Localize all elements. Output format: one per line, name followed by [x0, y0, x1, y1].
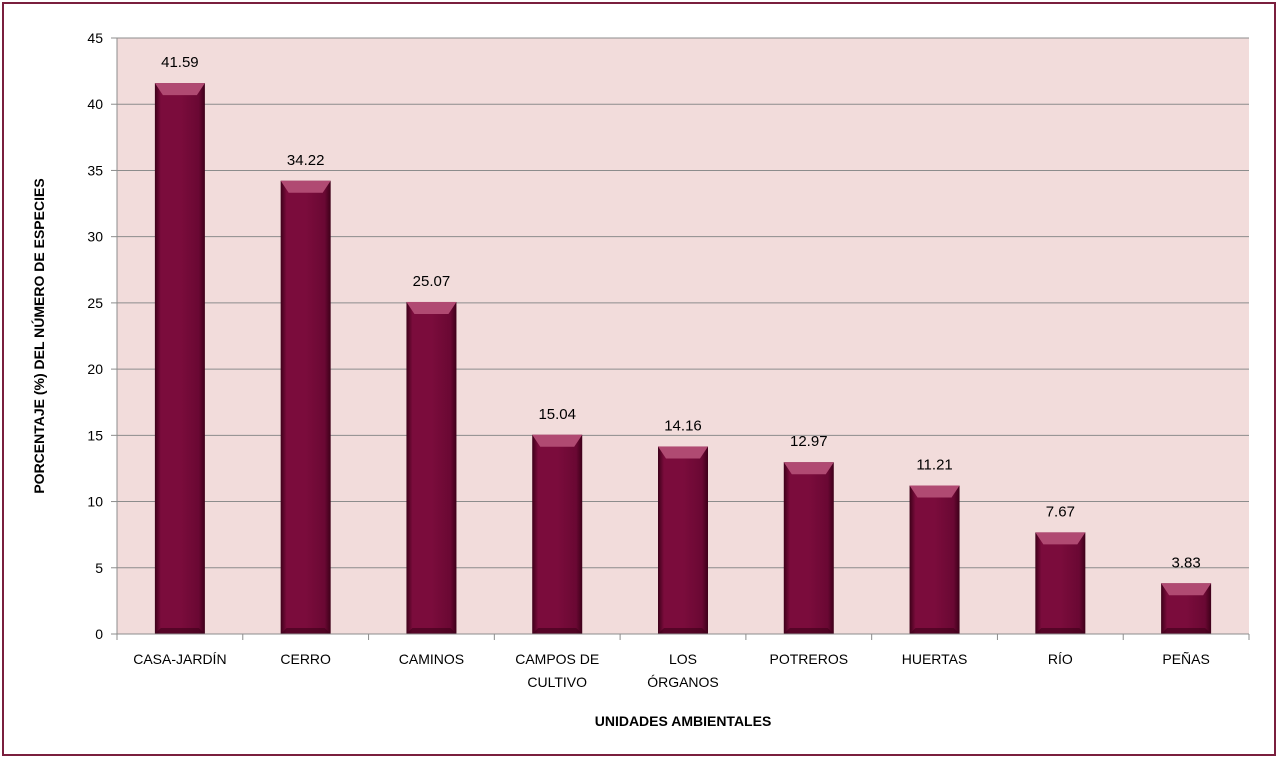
y-tick-label: 5 — [95, 560, 103, 576]
bar-body — [280, 180, 331, 634]
bar — [532, 434, 583, 634]
x-tick-label-line: RÍO — [1048, 651, 1073, 667]
data-label: 25.07 — [413, 273, 451, 290]
bar-body — [154, 83, 205, 634]
bar-base — [406, 628, 457, 634]
y-tick-label: 15 — [87, 427, 103, 443]
bar-body — [1035, 532, 1086, 634]
x-tick-label: PEÑAS — [1162, 651, 1209, 667]
bar-cap — [1161, 583, 1212, 596]
bar — [909, 485, 960, 634]
data-label: 15.04 — [538, 406, 576, 423]
bar-body — [532, 434, 583, 634]
y-tick-label: 25 — [87, 295, 103, 311]
y-tick-label: 40 — [87, 96, 103, 112]
bar-cap — [909, 485, 960, 498]
x-tick-label: RÍO — [1048, 651, 1073, 667]
bar-base — [154, 628, 205, 634]
bar-cap — [1035, 532, 1086, 545]
y-tick-label: 20 — [87, 361, 103, 377]
y-tick-labels: 0 5 10 15 20 25 30 35 40 45 — [87, 30, 103, 642]
x-tick-label-line: ÓRGANOS — [647, 674, 719, 690]
data-label: 41.59 — [161, 54, 199, 71]
bar-body — [909, 485, 960, 634]
bar-body — [406, 301, 457, 634]
x-tick-label-line: LOS — [669, 651, 697, 667]
y-tick-label: 35 — [87, 162, 103, 178]
bar-cap — [280, 180, 331, 193]
x-tick-label: CERRO — [280, 651, 331, 667]
x-tick-label-line: CULTIVO — [527, 674, 587, 690]
bar-cap — [658, 446, 708, 459]
data-label: 14.16 — [664, 417, 702, 434]
bar-cap — [406, 301, 457, 314]
data-labels: 41.59 34.22 25.07 15.04 14.16 12.97 11.21 7.67 3… — [161, 54, 1201, 571]
bar-base — [1035, 628, 1086, 634]
data-label: 34.22 — [287, 152, 325, 169]
bar-base — [909, 628, 960, 634]
x-tick-label-line: HUERTAS — [902, 651, 968, 667]
bar — [1161, 583, 1212, 634]
x-tick-labels: CASA-JARDÍN CERRO CAMINOS CAMPOS DE CULTIVO L… — [133, 651, 1210, 690]
x-tick-label-line: CASA-JARDÍN — [133, 651, 226, 667]
bar-base — [658, 628, 708, 634]
x-tick-label-line: CAMINOS — [399, 651, 464, 667]
x-tick-label: LOS ÓRGANOS — [647, 651, 719, 690]
x-tick-label: CASA-JARDÍN — [133, 651, 226, 667]
bar-chart: 0 5 10 15 20 25 30 35 40 45 CASA-JARDÍN CERRO CAMIN… — [30, 30, 1250, 729]
bar — [154, 83, 205, 634]
x-tick-label: HUERTAS — [902, 651, 968, 667]
bar — [280, 180, 331, 634]
x-tick-label: POTREROS — [769, 651, 848, 667]
bars — [154, 83, 1212, 634]
bar-cap — [532, 434, 583, 447]
bar — [783, 462, 834, 634]
x-tick-label-line: CERRO — [280, 651, 331, 667]
bar-cap — [154, 83, 205, 96]
data-label: 7.67 — [1046, 503, 1075, 520]
y-tick-label: 0 — [95, 626, 103, 642]
x-tick-label-line: PEÑAS — [1162, 651, 1209, 667]
bar-cap — [783, 462, 834, 475]
bar-body — [783, 462, 834, 634]
bar-base — [280, 628, 331, 634]
axes — [111, 37, 1250, 640]
data-label: 3.83 — [1172, 554, 1201, 571]
bar — [1035, 532, 1086, 634]
bar-body — [658, 446, 708, 634]
x-axis-title: UNIDADES AMBIENTALES — [595, 713, 772, 729]
y-tick-label: 10 — [87, 494, 103, 510]
bar — [406, 301, 457, 634]
y-tick-label: 45 — [87, 30, 103, 46]
x-tick-label-line: POTREROS — [769, 651, 848, 667]
bar-base — [783, 628, 834, 634]
bar-base — [1161, 628, 1212, 634]
y-axis-title: PORCENTAJE (%) DEL NÚMERO DE ESPECIES — [30, 178, 47, 493]
x-tick-label-line: CAMPOS DE — [515, 651, 599, 667]
data-label: 11.21 — [916, 457, 952, 474]
x-tick-label: CAMPOS DE CULTIVO — [515, 651, 599, 690]
bar — [658, 446, 708, 634]
x-tick-label: CAMINOS — [399, 651, 464, 667]
y-tick-label: 30 — [87, 229, 103, 245]
bar-base — [532, 628, 583, 634]
data-label: 12.97 — [790, 433, 828, 450]
